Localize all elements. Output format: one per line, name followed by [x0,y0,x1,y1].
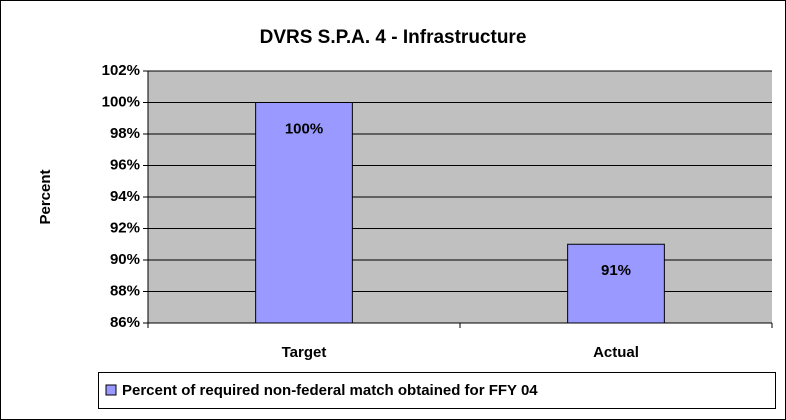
y-tick-label: 94% [110,188,140,205]
y-tick-label: 98% [110,125,140,142]
data-label: 100% [285,120,323,137]
x-tick-label: Target [282,344,327,361]
chart-title: DVRS S.P.A. 4 - Infrastructure [260,27,527,48]
y-tick-label: 96% [110,156,140,173]
y-axis-label: Percent [37,169,54,224]
legend-label: Percent of required non-federal match ob… [122,382,538,399]
x-tick-label: Actual [593,344,639,361]
y-tick-label: 102% [102,62,140,79]
y-tick-label: 92% [110,219,140,236]
y-tick-label: 100% [102,93,140,110]
data-label: 91% [601,262,631,279]
y-tick-label: 88% [110,282,140,299]
bar [255,102,353,324]
legend-swatch [105,384,117,396]
y-tick-label: 86% [110,314,140,331]
bar [567,243,665,324]
legend [98,372,776,409]
y-tick-label: 90% [110,251,140,268]
